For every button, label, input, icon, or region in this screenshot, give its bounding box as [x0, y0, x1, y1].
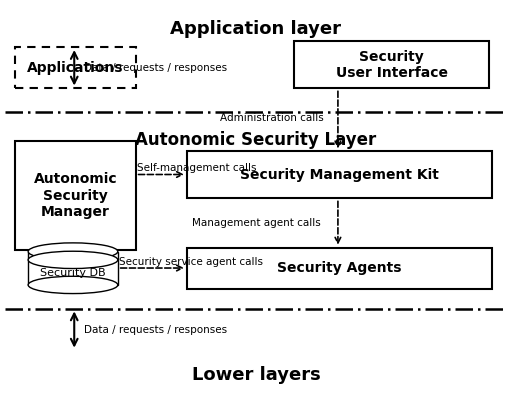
Text: Security Management Kit: Security Management Kit: [240, 168, 439, 182]
FancyBboxPatch shape: [187, 248, 492, 289]
Ellipse shape: [28, 276, 118, 294]
Text: Security DB: Security DB: [40, 268, 106, 278]
Text: Application layer: Application layer: [170, 20, 342, 39]
Text: Applications: Applications: [27, 61, 124, 75]
Text: Autonomic
Security
Manager: Autonomic Security Manager: [34, 172, 117, 219]
FancyBboxPatch shape: [15, 141, 136, 250]
Text: Security service agent calls: Security service agent calls: [119, 257, 263, 267]
Text: Self-management calls: Self-management calls: [137, 163, 257, 173]
Text: Data / requests / responses: Data / requests / responses: [84, 62, 228, 73]
Text: Lower layers: Lower layers: [191, 366, 321, 384]
Text: Autonomic Security Layer: Autonomic Security Layer: [135, 130, 377, 149]
Ellipse shape: [28, 251, 118, 268]
Text: Security
User Interface: Security User Interface: [336, 50, 447, 80]
FancyBboxPatch shape: [187, 151, 492, 198]
Text: Data / requests / responses: Data / requests / responses: [84, 325, 228, 335]
FancyBboxPatch shape: [15, 47, 136, 88]
FancyBboxPatch shape: [294, 41, 489, 88]
Text: Administration calls: Administration calls: [220, 113, 324, 123]
Text: Security Agents: Security Agents: [277, 261, 401, 275]
Bar: [28, 252, 118, 285]
Ellipse shape: [28, 243, 118, 260]
Text: Management agent calls: Management agent calls: [192, 218, 321, 228]
